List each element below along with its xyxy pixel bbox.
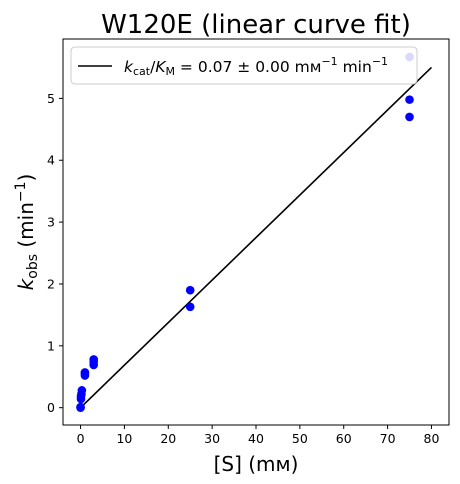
y-axis: 0 1 2 3 4 5 (47, 91, 63, 415)
data-point (89, 355, 98, 364)
data-point (405, 95, 414, 104)
x-tick-label: 20 (160, 431, 176, 446)
data-point (186, 286, 195, 295)
data-point (81, 368, 90, 377)
data-point (78, 386, 87, 395)
legend-label: kcat/KM = 0.07 ± 0.00 mм−1 min−1 (124, 55, 388, 78)
y-tick-label: 3 (47, 215, 55, 230)
x-tick-label: 30 (204, 431, 220, 446)
x-tick-label: 0 (77, 431, 85, 446)
y-axis-title: kobs (min−1) (13, 174, 41, 291)
y-tick-label: 2 (47, 276, 55, 291)
x-tick-label: 40 (248, 431, 264, 446)
y-tick-label: 0 (47, 400, 55, 415)
chart-title: W120E (linear curve fit) (101, 10, 411, 40)
y-tick-label: 4 (47, 153, 55, 168)
y-tick-label: 5 (47, 91, 55, 106)
data-point (76, 403, 85, 412)
legend: kcat/KM = 0.07 ± 0.00 mм−1 min−1 (71, 47, 417, 84)
x-tick-label: 50 (292, 431, 308, 446)
y-tick-label: 1 (47, 338, 55, 353)
plot-area (63, 39, 449, 425)
x-axis-title: [S] (mм) (214, 452, 299, 476)
x-tick-label: 10 (116, 431, 132, 446)
x-tick-label: 70 (380, 431, 396, 446)
x-tick-label: 80 (424, 431, 440, 446)
x-axis: 0 10 20 30 40 50 60 70 80 (77, 425, 440, 446)
x-tick-label: 60 (336, 431, 352, 446)
data-point (405, 113, 414, 122)
data-point (186, 303, 195, 312)
